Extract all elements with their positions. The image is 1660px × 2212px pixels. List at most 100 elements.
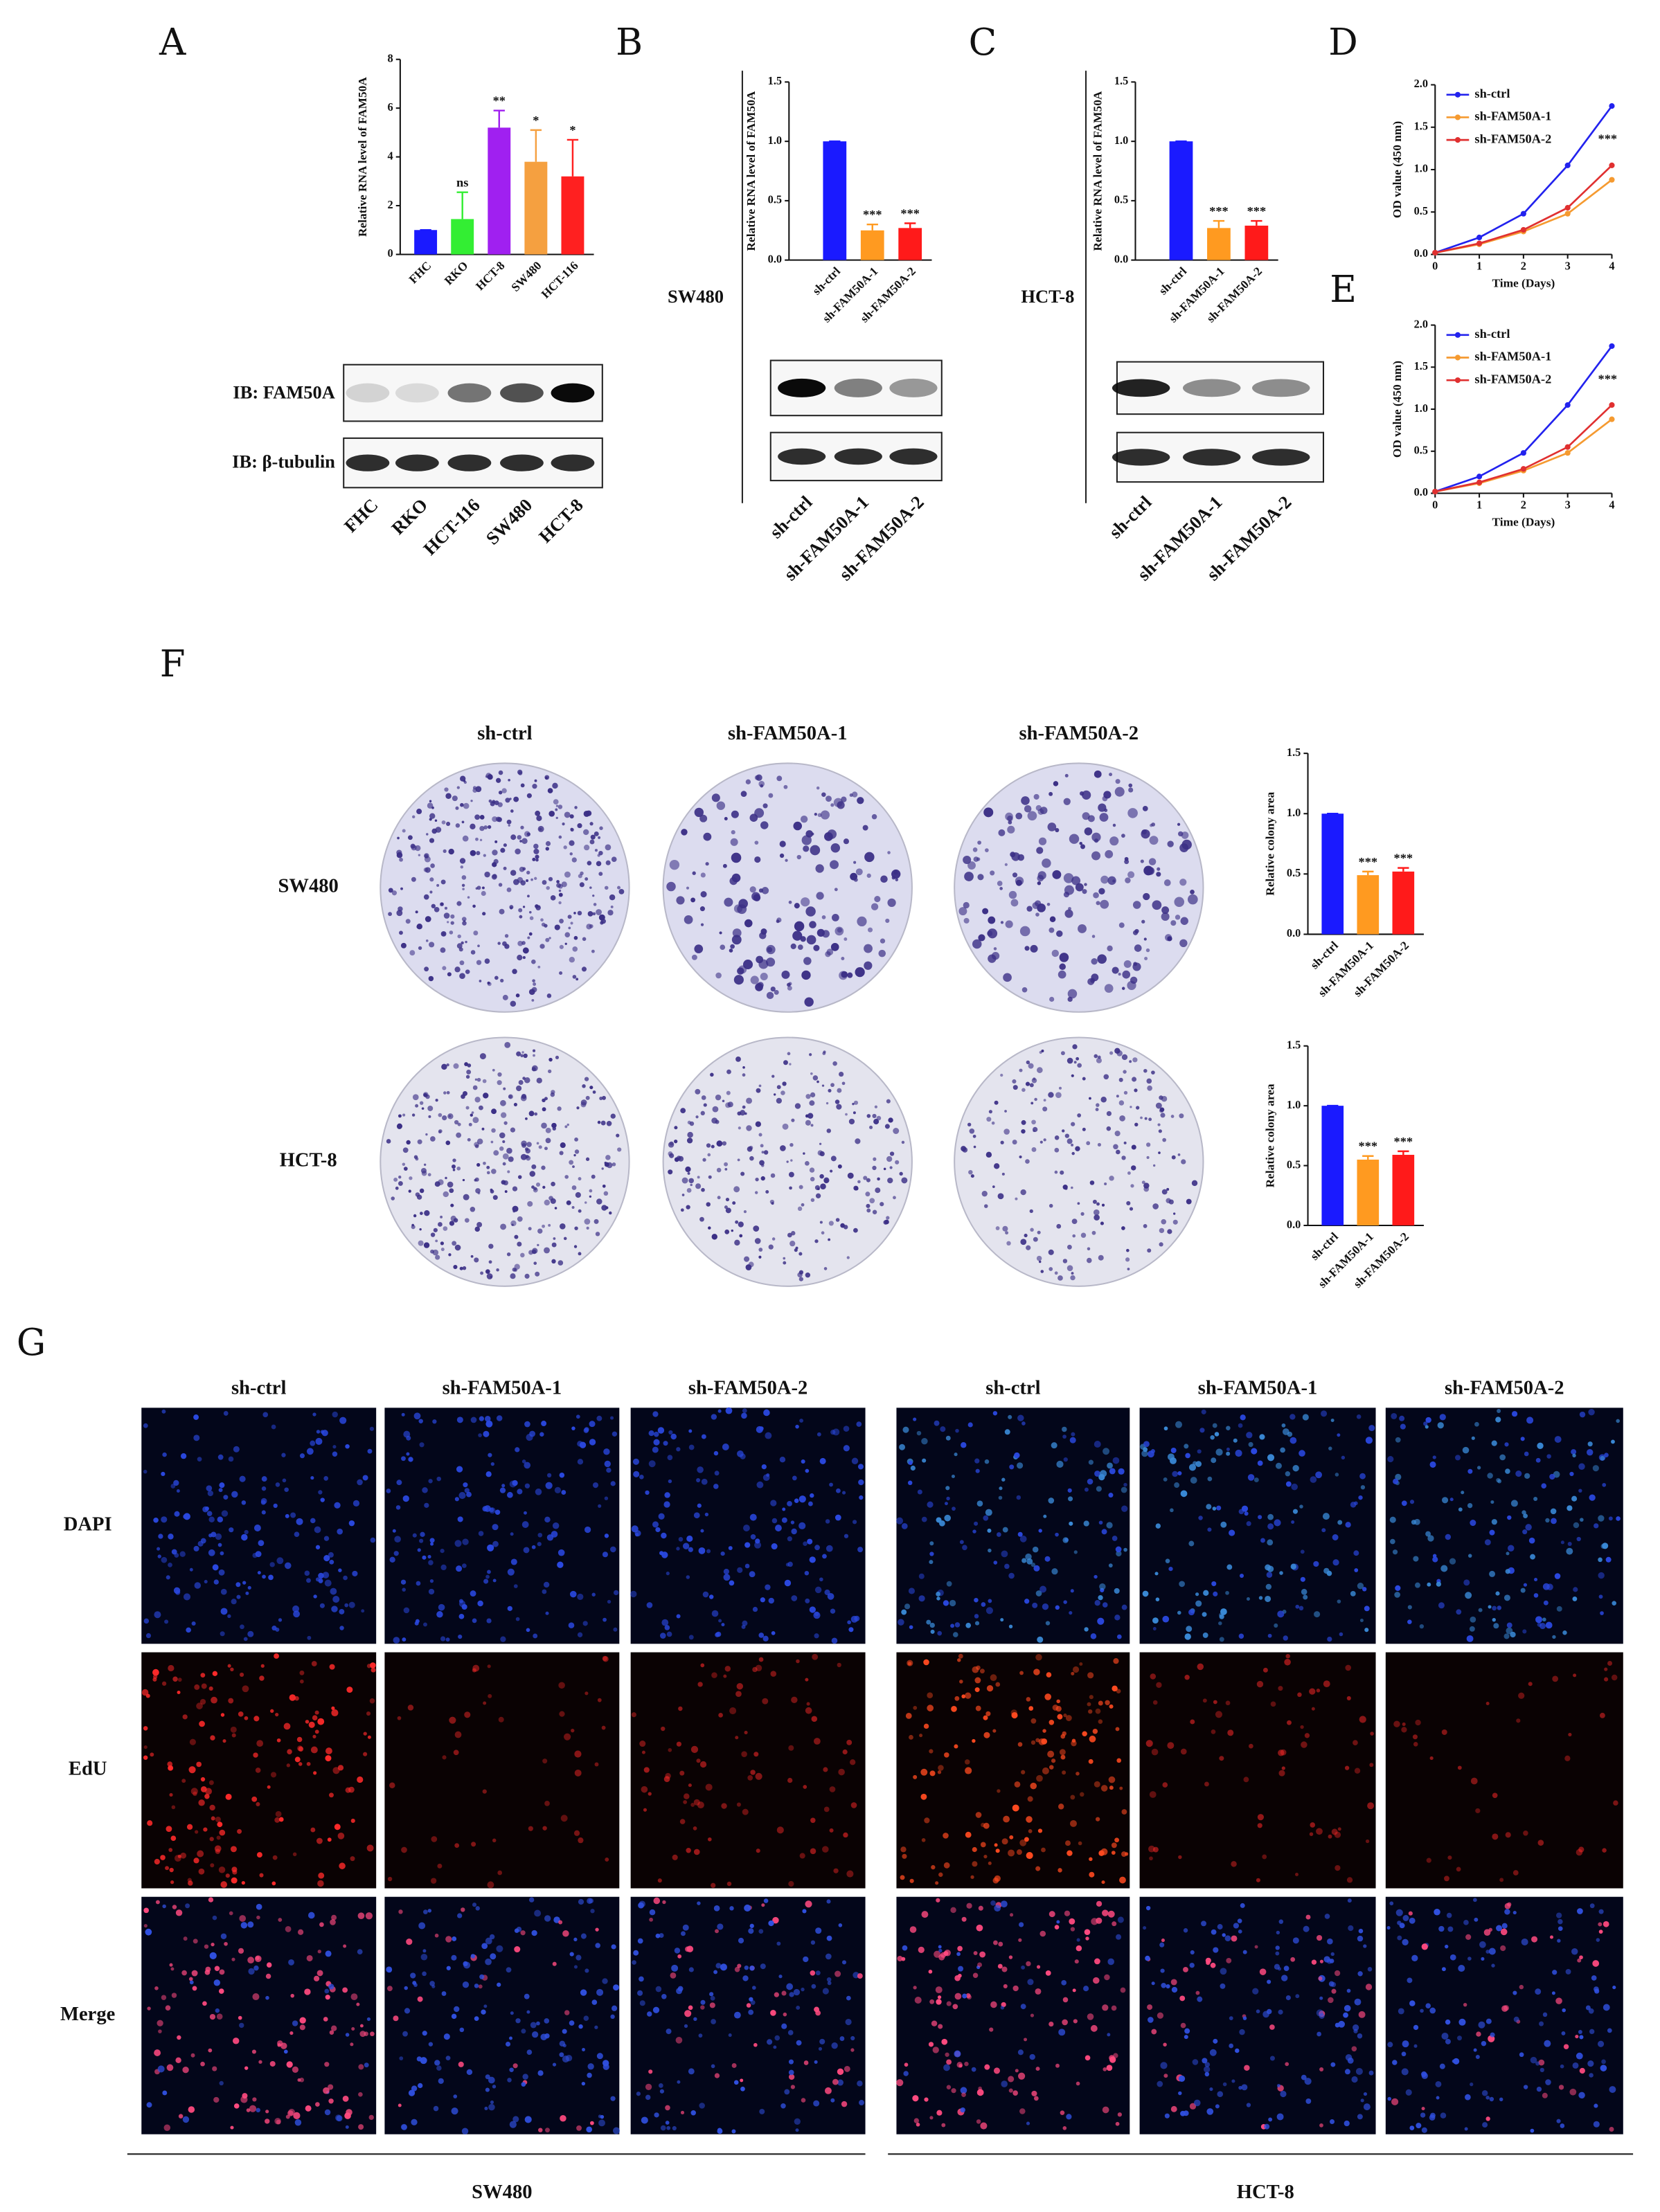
cell [297, 1929, 304, 1935]
cell [348, 1601, 355, 1608]
colony [880, 938, 886, 944]
colony [1077, 1113, 1082, 1117]
cell [487, 1570, 491, 1574]
cell [186, 1824, 193, 1830]
colony [711, 1234, 717, 1240]
cell [661, 1532, 667, 1539]
cell [345, 2033, 350, 2037]
cell [603, 1655, 609, 1662]
cell [771, 1518, 778, 1524]
cell [1098, 1594, 1103, 1601]
cell [1535, 1988, 1542, 1995]
cell [580, 1989, 587, 1996]
cell [697, 1503, 702, 1508]
cell [805, 1468, 810, 1473]
cell [283, 1723, 291, 1730]
colony [1132, 1077, 1137, 1082]
colony [535, 904, 539, 908]
cell [645, 1490, 650, 1495]
cell [1302, 1414, 1309, 1421]
cell [240, 1922, 248, 1929]
cell [583, 2015, 589, 2022]
cell [453, 2094, 458, 2098]
colony [461, 941, 464, 945]
colony [423, 867, 429, 872]
cell [841, 1960, 847, 1965]
cell [1578, 1489, 1582, 1493]
cell [485, 2087, 490, 2092]
colony [1054, 1135, 1060, 1140]
cell [700, 1529, 704, 1533]
colony [448, 1115, 452, 1117]
cell [1562, 2008, 1566, 2013]
colony [666, 881, 676, 892]
cell [1115, 1727, 1120, 1732]
colony [1021, 1088, 1026, 1092]
cell [1512, 1990, 1517, 1995]
colony [1012, 1140, 1017, 1145]
cell [1071, 1432, 1076, 1437]
cell [1109, 1704, 1114, 1709]
colony [606, 1162, 613, 1169]
cell [1421, 2107, 1425, 2111]
column-header: sh-ctrl [231, 1377, 286, 1399]
cell [461, 1603, 467, 1610]
cell [1047, 1750, 1055, 1758]
cell [795, 1424, 799, 1429]
colony [596, 1198, 603, 1205]
cell [1265, 1595, 1271, 1602]
colony [552, 1126, 556, 1131]
colony [1001, 1172, 1005, 1176]
colony [492, 1195, 498, 1201]
cell [1116, 1634, 1122, 1639]
cell [1162, 1615, 1170, 1623]
colony [435, 1255, 440, 1260]
point [1609, 162, 1615, 168]
colony [724, 1162, 729, 1167]
colony [1132, 901, 1141, 909]
cell [1035, 1590, 1042, 1597]
colony [776, 919, 780, 924]
colony [1121, 1054, 1128, 1061]
cell [688, 2068, 695, 2075]
cell [231, 1877, 238, 1884]
colony [830, 860, 839, 870]
colony [754, 856, 761, 863]
cell [1449, 1558, 1456, 1565]
cell [711, 1882, 716, 1888]
cell [598, 1504, 602, 1508]
cell [1598, 1922, 1603, 1927]
colony [512, 1205, 519, 1212]
colony [1071, 1122, 1076, 1126]
legend-label: sh-FAM50A-2 [1474, 372, 1551, 386]
point [1432, 249, 1438, 256]
cell [436, 1476, 441, 1482]
cell [1168, 1566, 1173, 1572]
colony [609, 1211, 612, 1215]
colony [864, 852, 875, 863]
colony [440, 879, 446, 885]
cell [562, 2043, 566, 2048]
cell [663, 1776, 670, 1782]
colony [1070, 1275, 1076, 1281]
colony [556, 880, 560, 883]
cell [1343, 2012, 1348, 2018]
cell [604, 1460, 611, 1468]
colony [857, 916, 867, 927]
cell [329, 1559, 334, 1565]
cell [1231, 2079, 1235, 2083]
cell [693, 1799, 700, 1806]
cell [332, 1767, 340, 1774]
colony [815, 864, 824, 873]
colony [883, 1220, 889, 1225]
cell [147, 2006, 151, 2011]
cell [169, 1792, 173, 1797]
cell [1427, 1535, 1434, 1542]
cell [946, 1496, 950, 1501]
cell [788, 2069, 794, 2076]
cell [1589, 2073, 1594, 2078]
colony [572, 975, 577, 979]
legend-label: sh-FAM50A-1 [1474, 109, 1551, 123]
colony [452, 1241, 457, 1246]
cell [1027, 1796, 1033, 1802]
